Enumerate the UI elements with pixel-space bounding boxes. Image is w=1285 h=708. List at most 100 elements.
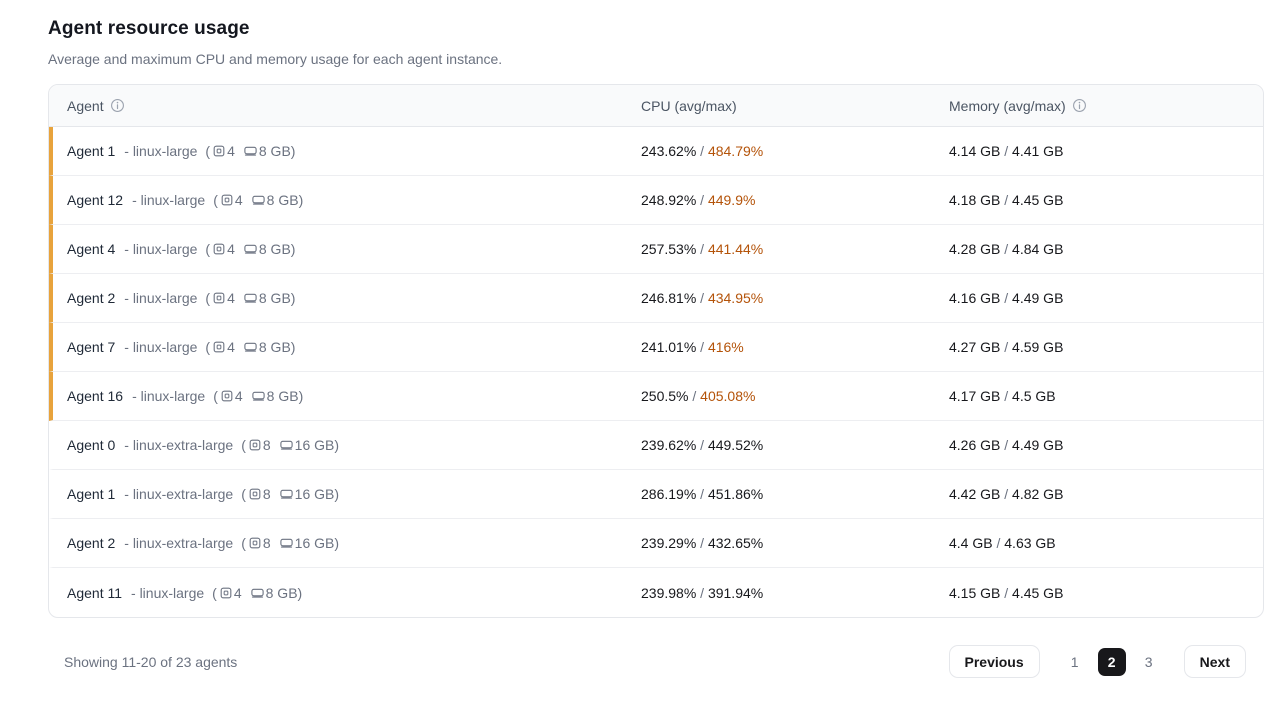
value-separator: / — [696, 437, 708, 453]
ram-spec: 8 GB ) — [241, 290, 296, 306]
spec-close-paren: ) — [334, 437, 340, 453]
agent-name: Agent 2 — [67, 535, 116, 551]
info-icon[interactable] — [1072, 98, 1087, 113]
spec-close-paren: ) — [334, 535, 340, 551]
memory-max-value: 4.45 GB — [1012, 192, 1064, 208]
memory-usage-cell: 4.15 GB / 4.45 GB — [949, 585, 1263, 601]
info-icon[interactable] — [110, 98, 125, 113]
value-separator: / — [1000, 290, 1013, 306]
agent-cell: Agent 7 - linux-large ( 4 8 GB ) — [67, 339, 641, 355]
agent-cell: Agent 4 - linux-large ( 4 8 GB ) — [67, 241, 641, 257]
ram-spec: 8 GB ) — [241, 143, 296, 159]
ram-icon — [280, 440, 293, 450]
table-row: Agent 12 - linux-large ( 4 8 GB ) — [49, 176, 1263, 225]
value-separator: / — [688, 388, 701, 404]
cpu-avg-value: 241.01% — [641, 339, 697, 355]
memory-avg-value: 4.4 GB — [949, 535, 993, 551]
ram-spec: 8 GB ) — [249, 388, 303, 404]
spec-open-paren: ( — [205, 241, 211, 257]
table-row: Agent 2 - linux-large ( 4 8 GB ) — [49, 274, 1263, 323]
agent-ram-size: 16 GB — [294, 486, 335, 502]
agent-cell: Agent 2 - linux-large ( 4 8 GB ) — [67, 290, 641, 306]
table-row: Agent 4 - linux-large ( 4 8 GB ) — [49, 225, 1263, 274]
ram-spec: 8 GB ) — [248, 584, 303, 601]
cpu-max-value: 449.9% — [707, 192, 756, 208]
memory-avg-value: 4.17 GB — [949, 388, 1001, 404]
cpu-avg-value: 246.81% — [641, 290, 697, 306]
cpu-chip-icon — [213, 243, 225, 255]
cpu-max-value: 449.52% — [707, 437, 764, 453]
table-row: Agent 2 - linux-extra-large ( 8 16 GB ) — [49, 519, 1263, 568]
memory-avg-value: 4.28 GB — [949, 241, 1001, 257]
column-header-memory: Memory (avg/max) — [949, 98, 1263, 114]
ram-icon — [252, 391, 265, 401]
value-separator: / — [1000, 584, 1013, 601]
cpu-usage-cell: 239.29% / 432.65% — [641, 535, 949, 551]
page-number-2[interactable]: 2 — [1097, 647, 1126, 676]
table-header-row: Agent CPU (avg/max) Memory (avg/max) — [49, 85, 1263, 127]
cpu-max-value: 432.65% — [707, 535, 764, 551]
agent-cell: Agent 1 - linux-large ( 4 8 GB ) — [67, 143, 641, 159]
page-number-1[interactable]: 1 — [1061, 648, 1089, 676]
cpu-chip-icon — [220, 587, 232, 598]
page-number-3[interactable]: 3 — [1135, 648, 1163, 676]
spec-close-paren: ) — [290, 143, 296, 159]
memory-usage-cell: 4.16 GB / 4.49 GB — [949, 290, 1263, 306]
cpu-chip-icon — [249, 439, 261, 451]
value-separator: / — [1000, 437, 1013, 453]
agent-instance-type: - linux-large — [131, 584, 205, 601]
value-separator: / — [1000, 388, 1013, 404]
memory-max-value: 4.49 GB — [1012, 290, 1064, 306]
agent-cpu-count: 4 — [227, 339, 235, 355]
cpu-chip-icon — [221, 194, 233, 206]
memory-usage-cell: 4.4 GB / 4.63 GB — [949, 535, 1263, 551]
ram-icon — [244, 146, 257, 156]
spec-open-paren: ( — [241, 535, 246, 551]
agent-ram-size: 16 GB — [294, 437, 335, 453]
next-page-button[interactable]: Next — [1183, 645, 1246, 678]
agent-name: Agent 4 — [67, 241, 116, 257]
memory-avg-value: 4.42 GB — [949, 486, 1001, 502]
cpu-avg-value: 239.29% — [641, 535, 697, 551]
spec-open-paren: ( — [205, 143, 211, 159]
agent-name: Agent 1 — [67, 143, 116, 159]
value-separator: / — [696, 290, 708, 306]
value-separator: / — [1000, 192, 1013, 208]
agent-specs: ( 4 8 GB ) — [205, 339, 295, 355]
spec-close-paren: ) — [290, 339, 296, 355]
memory-usage-cell: 4.27 GB / 4.59 GB — [949, 339, 1263, 355]
value-separator: / — [1000, 241, 1013, 257]
column-header-memory-label: Memory (avg/max) — [949, 97, 1066, 114]
cpu-chip-icon — [221, 390, 233, 402]
cpu-max-value: 451.86% — [707, 486, 764, 502]
agent-cell: Agent 1 - linux-extra-large ( 8 16 GB ) — [67, 486, 641, 502]
agent-name: Agent 1 — [67, 486, 116, 502]
table-row: Agent 11 - linux-large ( 4 8 GB ) — [49, 568, 1263, 617]
memory-avg-value: 4.14 GB — [949, 143, 1001, 159]
memory-max-value: 4.82 GB — [1012, 486, 1064, 502]
cpu-avg-value: 239.98% — [641, 584, 697, 601]
spec-close-paren: ) — [290, 290, 296, 306]
agent-cell: Agent 0 - linux-extra-large ( 8 16 GB ) — [67, 437, 641, 453]
spec-open-paren: ( — [205, 290, 211, 306]
agent-ram-size: 8 GB — [258, 290, 291, 306]
agent-instance-type: - linux-extra-large — [124, 535, 234, 551]
agent-specs: ( 4 8 GB ) — [205, 290, 295, 306]
spec-close-paren: ) — [297, 584, 303, 601]
memory-max-value: 4.63 GB — [1004, 535, 1056, 551]
cpu-usage-cell: 239.62% / 449.52% — [641, 437, 949, 453]
spec-open-paren: ( — [213, 192, 218, 208]
table-row: Agent 7 - linux-large ( 4 8 GB ) — [49, 323, 1263, 372]
cpu-chip-icon — [213, 145, 225, 157]
ram-spec: 16 GB ) — [277, 437, 339, 453]
agent-cpu-count: 4 — [227, 241, 235, 257]
agent-specs: ( 4 8 GB ) — [213, 192, 303, 208]
page: Agent resource usage Average and maximum… — [48, 18, 1264, 678]
agent-cpu-count: 8 — [262, 486, 271, 502]
cpu-avg-value: 286.19% — [641, 486, 697, 502]
table-row: Agent 1 - linux-large ( 4 8 GB ) — [49, 127, 1263, 176]
agent-name: Agent 12 — [67, 192, 124, 208]
previous-page-button[interactable]: Previous — [948, 645, 1040, 678]
